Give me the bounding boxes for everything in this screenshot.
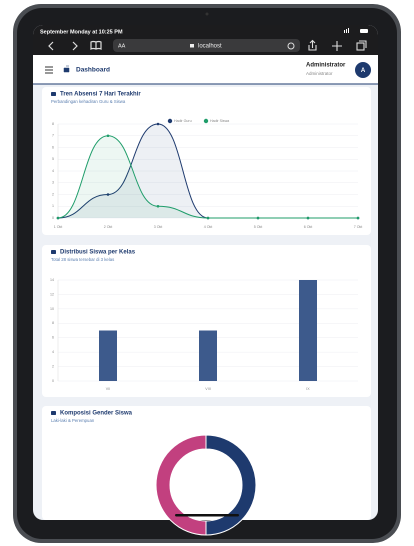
data-point [56, 216, 60, 220]
address-text[interactable]: localhost [198, 44, 222, 50]
card-subtitle: Laki-laki & Perempuan [51, 418, 95, 423]
card-title: Komposisi Gender Siswa [60, 411, 133, 417]
y-tick-label: 0 [52, 379, 54, 383]
x-tick-label: 2 Okt [104, 225, 113, 229]
legend-swatch [203, 118, 209, 124]
y-tick-label: 14 [50, 278, 54, 282]
user-name[interactable]: Administrator [306, 63, 346, 69]
x-tick-label: 7 Okt [354, 225, 363, 229]
status-time: September Monday at 10:25 PM [40, 29, 123, 35]
page-title: Dashboard [76, 67, 110, 74]
data-point [106, 193, 110, 196]
area-fill [58, 135, 358, 218]
card [42, 406, 371, 520]
status-icons [344, 28, 368, 33]
data-point [156, 122, 160, 126]
x-tick-label: 1 Okt [54, 225, 63, 229]
charts: Tren Absensi 7 Hari TerakhirPerbandingan… [50, 92, 363, 536]
card-title: Distribusi Siswa per Kelas [60, 250, 136, 256]
avatar-initial: A [361, 68, 366, 74]
y-tick-label: 6 [52, 145, 54, 149]
y-tick-label: 7 [52, 134, 54, 138]
x-tick-label: VII [106, 387, 110, 391]
reload-icon[interactable] [287, 42, 295, 50]
y-tick-label: 4 [52, 350, 54, 354]
dashboard-icon [63, 65, 70, 73]
y-tick-label: 1 [52, 204, 54, 208]
data-point [306, 216, 310, 220]
y-tick-label: 0 [52, 216, 54, 220]
data-point [206, 216, 210, 220]
menu-button[interactable] [45, 66, 53, 74]
card-subtitle: Total 28 siswa tersebar di 3 kelas [51, 257, 114, 262]
y-tick-label: 8 [52, 321, 54, 325]
y-tick-label: 5 [52, 157, 54, 161]
legend-label: Hadir Guru [174, 119, 192, 123]
data-point [356, 216, 360, 220]
app-header [33, 55, 378, 84]
data-point [106, 134, 110, 138]
bar [99, 330, 117, 381]
legend-label: Hadir Siswa [210, 119, 229, 123]
pie-slice [155, 434, 207, 536]
y-tick-label: 4 [52, 169, 54, 173]
area-fill [58, 124, 358, 218]
x-tick-label: 3 Okt [154, 225, 163, 229]
x-tick-label: 6 Okt [304, 225, 313, 229]
y-tick-label: 2 [52, 365, 54, 369]
card-icon [51, 411, 56, 415]
user-role: Administrator [306, 71, 333, 76]
toolbar-icons[interactable] [308, 39, 367, 52]
bar [299, 280, 317, 381]
text-size-button[interactable]: AA [118, 43, 126, 49]
legend-swatch [167, 118, 173, 124]
x-tick-label: 4 Okt [204, 225, 213, 229]
y-tick-label: 10 [50, 307, 54, 311]
avatar[interactable] [355, 62, 371, 78]
x-tick-label: 5 Okt [254, 225, 263, 229]
x-tick-label: VIII [205, 387, 210, 391]
card-title: Tren Absensi 7 Hari Terakhir [60, 92, 141, 98]
y-tick-label: 8 [52, 122, 54, 126]
card-icon [51, 250, 56, 254]
home-indicator [175, 514, 239, 517]
card [42, 245, 371, 397]
lock-icon [190, 44, 194, 48]
card-subtitle: Perbandingan kehadiran Guru & Siswa [51, 99, 126, 104]
camera [205, 12, 209, 16]
bar [199, 330, 217, 381]
y-tick-label: 3 [52, 181, 54, 185]
x-tick-label: IX [306, 387, 310, 391]
y-tick-label: 6 [52, 336, 54, 340]
data-point [156, 204, 160, 208]
y-tick-label: 2 [52, 192, 54, 196]
series-line [57, 135, 358, 219]
card-icon [51, 92, 56, 96]
data-point [256, 216, 260, 220]
nav-icons[interactable] [48, 40, 102, 51]
y-tick-label: 12 [50, 292, 54, 296]
address-bar[interactable] [113, 39, 300, 52]
